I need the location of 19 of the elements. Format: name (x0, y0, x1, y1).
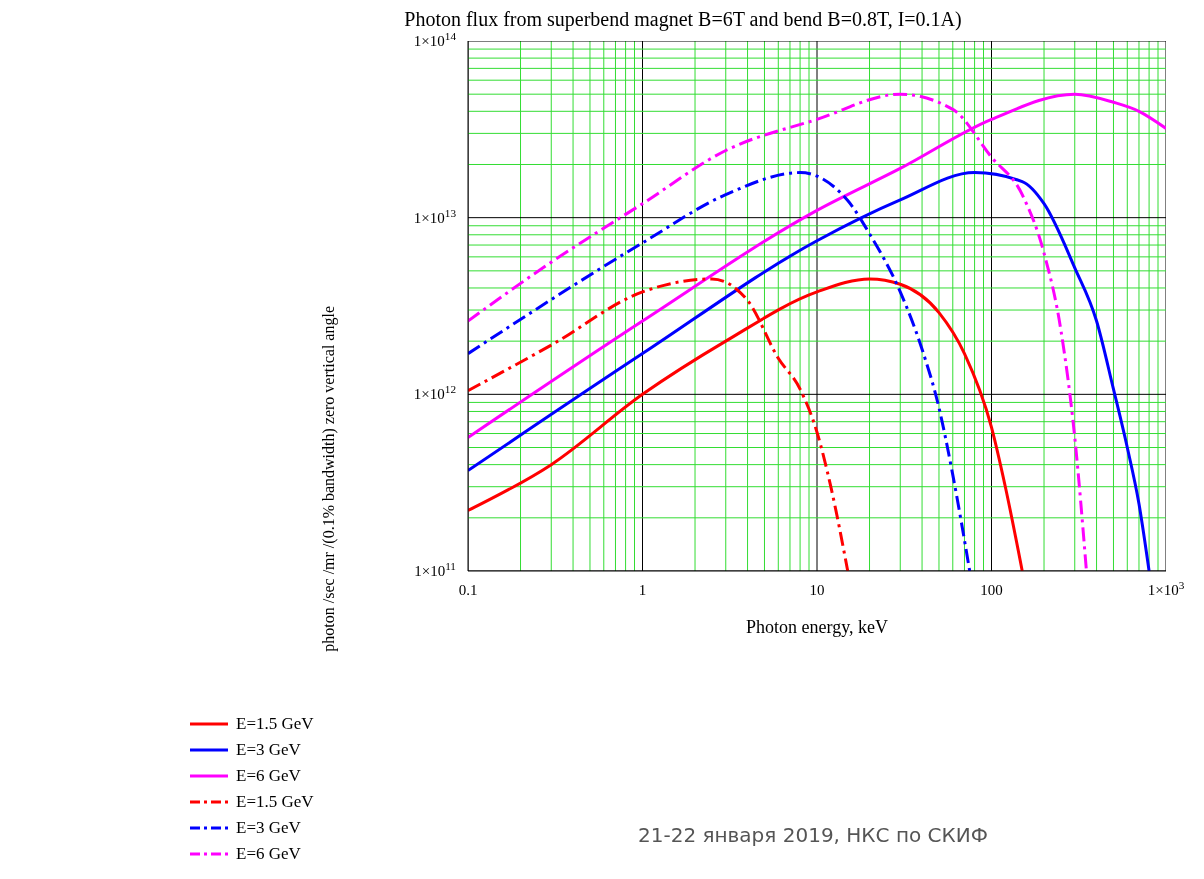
legend-label: E=3 GeV (236, 818, 301, 838)
legend-label: E=6 GeV (236, 844, 301, 864)
x-tick-label: 10 (809, 582, 825, 598)
x-tick-label: 0.1 (458, 582, 478, 598)
x-axis-title: Photon energy, keV (746, 617, 888, 637)
chart-title: Photon flux from superbend magnet B=6T and bend B=0.8T, I=0.1A) (403, 8, 963, 31)
y-tick-label: 1×10$^{11}$ (414, 560, 456, 579)
y-tick-label: 1×10$^{14}$ (413, 30, 457, 49)
legend-label: E=1.5 GeV (236, 792, 314, 812)
y-axis-title: photon /sec /mr /(0.1% bandwidth) zero vertical angle (319, 306, 338, 652)
y-tick-label: 1×10$^{13}$ (413, 206, 457, 226)
legend-label: E=1.5 GeV (236, 714, 314, 734)
legend-label: E=3 GeV (236, 740, 301, 760)
x-tick-label: 100 (980, 582, 1003, 598)
text: 21-22 января 2019, НКС по СКИФ (638, 823, 988, 847)
legend-label: E=6 GeV (236, 766, 301, 786)
y-tick-label: 1×10$^{12}$ (413, 383, 456, 403)
x-tick-label: 1×10$^{3}$ (1147, 579, 1185, 598)
x-tick-label: 1 (638, 582, 647, 598)
